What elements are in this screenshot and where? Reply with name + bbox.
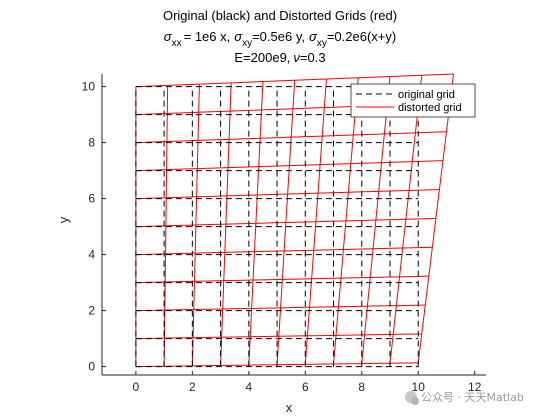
- y-tick-label-0: 0: [88, 360, 95, 374]
- x-axis-label: x: [286, 400, 293, 415]
- y-tick-label-4: 8: [88, 136, 95, 150]
- distorted-hline-6: [135, 189, 440, 200]
- y-tick-label-5: 10: [82, 80, 96, 94]
- chart-title: Original (black) and Distorted Grids (re…: [163, 8, 397, 65]
- distorted-hline-8: [135, 131, 447, 144]
- watermark: 公众号 · 天天Matlab: [405, 391, 524, 405]
- legend: original grid distorted grid: [350, 83, 476, 118]
- x-tick-label-2: 4: [245, 380, 252, 394]
- legend-label-original: original grid: [398, 89, 455, 101]
- legend-box: [350, 83, 476, 118]
- distorted-hline-2: [135, 304, 426, 312]
- x-tick-label-1: 2: [189, 380, 196, 394]
- wechat-icon-dot: [411, 397, 419, 405]
- legend-label-distorted: distorted grid: [398, 102, 462, 114]
- title-sigma-2: σ: [234, 29, 243, 44]
- title-line-3-prefix: E=200e9,: [234, 50, 290, 65]
- distorted-hline-4: [135, 246, 433, 256]
- y-axis-label: y: [56, 216, 71, 223]
- y-tick-label-3: 6: [88, 192, 95, 206]
- distorted-hline-3: [135, 275, 429, 284]
- x-ticks: 0 2 4 6 8 10 12: [133, 371, 482, 394]
- title-line-2: σxx = 1e6 x, σxy=0.5e6 y, σxy=0.2e6(x+y): [164, 29, 396, 49]
- title-sigma-xx-expr: = 1e6 x,: [184, 29, 231, 44]
- title-nu: ν: [293, 50, 300, 65]
- title-sigma-3: σ: [309, 29, 318, 44]
- x-tick-label-4: 8: [358, 380, 365, 394]
- x-tick-label-0: 0: [133, 380, 140, 394]
- x-tick-label-6: 12: [468, 380, 482, 394]
- distorted-hline-1: [135, 333, 422, 340]
- title-sub-xy-1: xy: [242, 38, 252, 49]
- title-line-3: E=200e9, ν=0.3: [234, 50, 325, 65]
- title-sigma-xy-expr: =0.5e6 y,: [252, 29, 305, 44]
- y-tick-label-2: 4: [88, 248, 95, 262]
- distorted-hline-10: [135, 73, 454, 88]
- title-sub-xx: xx: [172, 38, 182, 49]
- original-grid: [135, 86, 419, 368]
- distorted-hline-5: [135, 217, 436, 228]
- title-line-3-suffix: =0.3: [300, 50, 326, 65]
- title-sigma-1: σ: [164, 29, 173, 44]
- x-tick-label-5: 10: [412, 380, 426, 394]
- x-tick-label-3: 6: [302, 380, 309, 394]
- distorted-hline-7: [135, 160, 443, 172]
- y-ticks: 0 2 4 6 8 10: [82, 80, 106, 374]
- plot-area: 0 2 4 6 8 10 12 0 2 4 6 8 10: [82, 73, 486, 394]
- distorted-grid: [135, 73, 455, 368]
- title-sub-xy-2: xy: [317, 38, 327, 49]
- watermark-text: 公众号 · 天天Matlab: [421, 391, 524, 404]
- axes: [101, 74, 486, 376]
- y-tick-label-1: 2: [88, 304, 95, 318]
- title-sigma-xy2-expr: =0.2e6(x+y): [327, 29, 396, 44]
- title-line-1: Original (black) and Distorted Grids (re…: [163, 8, 397, 23]
